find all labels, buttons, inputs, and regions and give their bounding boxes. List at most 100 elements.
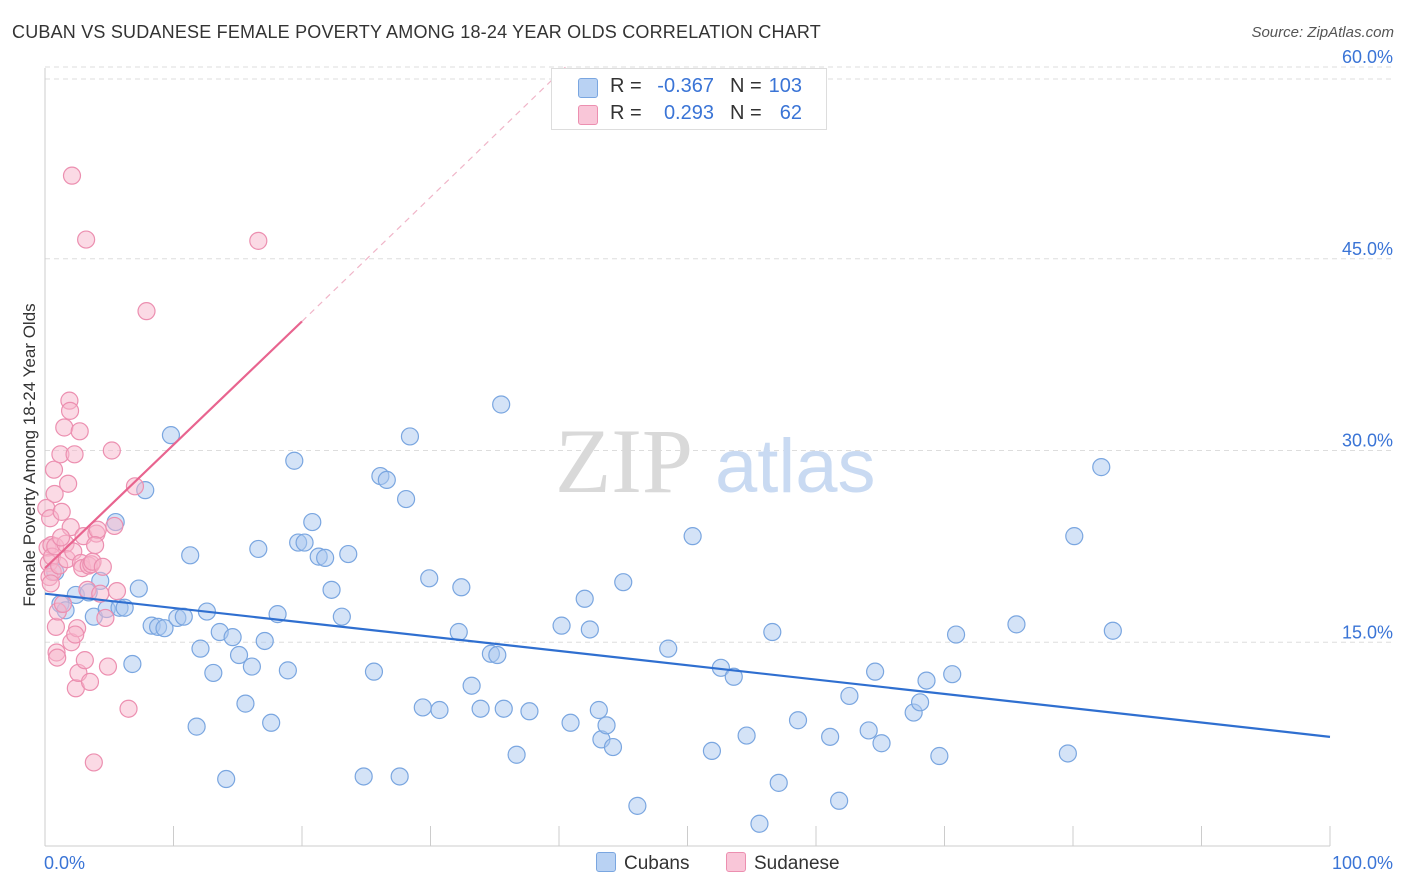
cubans-point <box>930 746 949 766</box>
r-label: R = <box>610 102 642 124</box>
cubans-point <box>943 665 962 684</box>
cubans-point <box>702 741 722 761</box>
cubans-point <box>724 667 743 686</box>
cubans-point <box>561 713 580 732</box>
data-points <box>37 166 1122 833</box>
y-axis-label: Female Poverty Among 18-24 Year Olds <box>20 303 39 606</box>
cubans-point <box>659 639 678 658</box>
cubans-point <box>1065 527 1084 546</box>
cubans-point <box>1092 458 1111 477</box>
cubans-point <box>597 716 616 735</box>
sudanese-point <box>60 401 80 420</box>
cubans-point <box>1007 615 1026 634</box>
cubans-point <box>449 622 468 642</box>
cubans-point <box>788 711 808 730</box>
sudanese-point <box>86 535 105 555</box>
sudanese-point <box>66 625 85 644</box>
sudanese-point <box>249 231 268 250</box>
sudanese-point <box>48 648 67 667</box>
cubans-point <box>223 628 242 647</box>
cubans-point <box>488 645 507 665</box>
n-value: 103 <box>768 75 802 97</box>
cubans-point <box>191 639 210 658</box>
sudanese-point <box>98 657 118 676</box>
sudanese-point <box>65 445 84 464</box>
cubans-point <box>123 654 142 674</box>
cubans-point <box>242 657 261 676</box>
x-tick-label: 0.0% <box>44 853 85 873</box>
y-tick-label: 60.0% <box>1342 47 1393 67</box>
n-label: N = <box>730 102 762 124</box>
cubans-point <box>161 426 181 445</box>
cubans-point <box>552 616 571 635</box>
sudanese-point <box>107 582 127 601</box>
cubans-point <box>494 699 513 718</box>
cubans-point <box>462 676 481 695</box>
sudanese-point <box>75 651 94 670</box>
r-value: -0.367 <box>657 75 714 97</box>
cubans-point <box>471 699 490 718</box>
cubans-point <box>364 662 384 681</box>
axes: 15.0% 30.0% 45.0% 60.0% 0.0% 100.0% <box>44 47 1393 873</box>
cubans-point <box>400 427 420 446</box>
cubans-point <box>217 769 236 789</box>
n-label: N = <box>730 75 762 97</box>
cubans-point <box>303 512 322 532</box>
series-legend: Cubans Sudanese <box>0 852 1406 878</box>
cubans-point <box>821 727 840 746</box>
sudanese-point <box>53 594 73 614</box>
sudanese-point <box>137 302 156 321</box>
cubans-point <box>129 579 148 598</box>
cubans-point <box>840 686 859 706</box>
cubans-point <box>155 619 174 638</box>
legend-item-cubans[interactable]: Cubans <box>596 852 690 875</box>
cubans-point <box>1103 621 1122 640</box>
sudanese-point <box>59 474 78 493</box>
cubans-point <box>866 662 885 681</box>
sudanese-point <box>77 230 96 249</box>
chart-title: CUBAN VS SUDANESE FEMALE POVERTY AMONG 1… <box>12 22 821 42</box>
cubans-point <box>187 717 206 736</box>
watermark-atlas: atlas <box>715 424 876 509</box>
cubans-point <box>278 661 297 680</box>
sudanese-point <box>46 617 66 637</box>
cubans-point <box>413 698 432 717</box>
cubans-point <box>452 578 471 597</box>
sudanese-trend-extension <box>301 66 566 322</box>
cubans-point <box>614 573 633 592</box>
legend-item-sudanese[interactable]: Sudanese <box>726 852 840 875</box>
cubans-point <box>249 539 268 559</box>
cubans-point <box>295 533 314 552</box>
legend-label-cubans: Cubans <box>624 853 690 874</box>
cubans-point <box>769 773 788 792</box>
legend-row-cubans: R = -0.367 N = 103 <box>552 73 826 99</box>
sudanese-trend-line <box>44 320 303 569</box>
cubans-point <box>285 451 304 470</box>
cubans-point <box>830 791 849 810</box>
sudanese-point <box>41 574 60 593</box>
cubans-point <box>492 395 511 414</box>
sudanese-point <box>102 441 121 460</box>
source-label: Source: ZipAtlas.com <box>1251 24 1394 41</box>
r-label: R = <box>610 75 642 97</box>
cubans-point <box>262 713 281 732</box>
cubans-point <box>396 489 416 509</box>
r-value: 0.293 <box>663 102 714 124</box>
cubans-point <box>580 620 599 639</box>
sudanese-point <box>84 753 103 772</box>
sudanese-point <box>80 672 100 691</box>
cubans-point <box>420 569 439 588</box>
cubans-point <box>181 546 200 565</box>
cubans-point <box>322 580 341 599</box>
watermark: ZIP atlas <box>555 410 876 512</box>
cubans-point <box>204 663 223 683</box>
cubans-point <box>750 814 769 833</box>
sudanese-point <box>119 699 138 718</box>
cubans-point <box>603 737 623 757</box>
cubans-point <box>872 734 891 753</box>
cubans-point <box>236 694 255 713</box>
y-tick-label: 30.0% <box>1342 431 1393 451</box>
cubans-point <box>430 700 449 720</box>
y-tick-label: 45.0% <box>1342 239 1393 259</box>
